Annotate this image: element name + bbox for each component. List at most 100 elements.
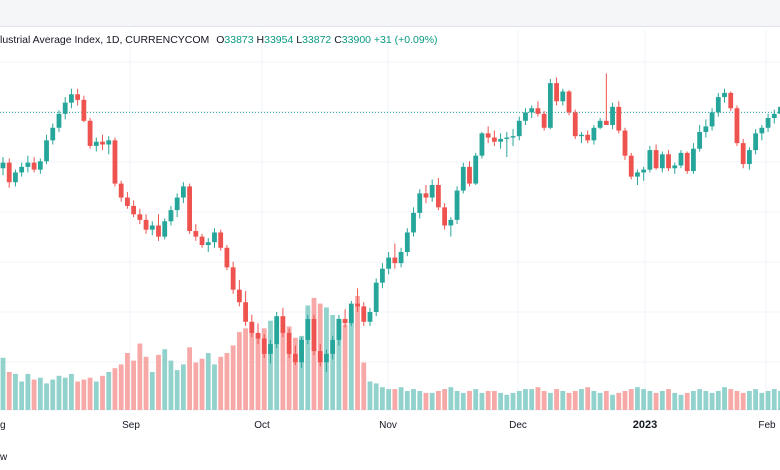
legend-open-value: 33873 — [224, 34, 254, 46]
volume-bar — [747, 391, 752, 410]
x-axis-label: Dec — [509, 420, 527, 431]
candle-body — [585, 134, 591, 141]
candle-body — [19, 166, 25, 173]
top-toolbar — [0, 0, 780, 27]
volume-bar — [386, 389, 392, 410]
candle-body — [603, 120, 609, 125]
candle-body — [535, 108, 541, 114]
volume-bar — [591, 391, 597, 410]
candle-body — [143, 219, 149, 230]
candle-body — [373, 282, 379, 312]
volume-bar — [485, 391, 491, 410]
volume-bar — [218, 356, 224, 410]
candle-body — [31, 162, 37, 170]
volume-bar — [6, 372, 12, 410]
volume-bar — [479, 392, 485, 410]
volume-bar — [336, 318, 342, 410]
volume-bar — [292, 337, 298, 410]
volume-bar — [666, 389, 671, 410]
volume-bar — [255, 334, 261, 410]
candle-body — [125, 197, 130, 206]
x-axis-label: Oct — [254, 420, 270, 431]
candle-body — [547, 83, 553, 128]
candle-body — [81, 99, 87, 121]
candle-body — [579, 134, 584, 137]
candle-body — [230, 267, 236, 290]
candle-body — [236, 289, 242, 303]
volume-bar — [547, 392, 553, 410]
candle-body — [703, 126, 709, 132]
candle-body — [591, 127, 597, 141]
candle-body — [423, 193, 429, 198]
candle-body — [199, 236, 205, 246]
volume-bar — [554, 389, 559, 410]
volume-bar — [305, 305, 311, 410]
candle-body — [541, 113, 547, 128]
volume-bar — [243, 328, 248, 410]
candle-body — [678, 152, 684, 166]
volume-bar — [75, 381, 81, 410]
volume-bar — [740, 392, 746, 410]
volume-bar — [62, 377, 68, 410]
candle-body — [436, 184, 441, 208]
candle-body — [25, 162, 31, 167]
candle-body — [684, 152, 690, 172]
volume-bar — [610, 394, 615, 410]
volume-bar — [31, 379, 37, 410]
candle-body — [0, 162, 6, 169]
candle-body — [672, 165, 678, 169]
candle-body — [330, 339, 336, 354]
volume-bar — [398, 387, 404, 410]
candle-body — [156, 225, 161, 237]
candle-body — [715, 97, 721, 113]
candle-body — [336, 318, 342, 340]
volume-bar — [118, 364, 124, 410]
candle-body — [442, 207, 448, 226]
candle-body — [268, 344, 273, 354]
volume-bar — [180, 364, 186, 410]
candle-body — [137, 214, 143, 220]
footer-bar — [0, 434, 780, 470]
candle-body — [317, 351, 323, 363]
candle-body — [448, 219, 454, 226]
candle-body — [759, 127, 765, 134]
candle-body — [778, 106, 780, 114]
volume-bar — [411, 389, 416, 410]
candle-body — [523, 112, 528, 121]
candle-body — [566, 91, 572, 113]
candle-body — [348, 303, 354, 324]
volume-bar — [753, 389, 759, 410]
candle-body — [728, 92, 734, 109]
candle-body — [622, 130, 628, 156]
candle-body — [13, 172, 18, 183]
volume-bar — [429, 392, 435, 410]
candle-body — [709, 112, 715, 127]
volume-bar — [647, 391, 653, 410]
candle-body — [168, 210, 174, 222]
volume-bar — [367, 381, 373, 410]
candle-body — [765, 118, 771, 128]
candle-body — [243, 302, 248, 322]
volume-bar — [205, 353, 211, 410]
candle-body — [112, 140, 118, 184]
candle-body — [62, 102, 68, 114]
volume-bar — [56, 375, 62, 410]
volume-bar — [628, 389, 634, 410]
volume-bar — [106, 372, 112, 410]
volume-bar — [504, 394, 510, 410]
volume-bar — [653, 392, 659, 410]
candle-body — [212, 232, 217, 243]
volume-bar — [342, 324, 348, 410]
candle-body — [280, 316, 286, 333]
x-axis-label: Sep — [122, 420, 140, 431]
candle-body — [392, 257, 398, 264]
volume-bar — [348, 313, 354, 410]
candle-body — [429, 184, 435, 198]
volume-bar — [597, 392, 603, 410]
volume-bar — [491, 391, 497, 410]
candle-body — [261, 338, 267, 354]
candle-body — [149, 225, 155, 230]
volume-bar — [193, 362, 199, 410]
volume-bar — [715, 391, 721, 410]
